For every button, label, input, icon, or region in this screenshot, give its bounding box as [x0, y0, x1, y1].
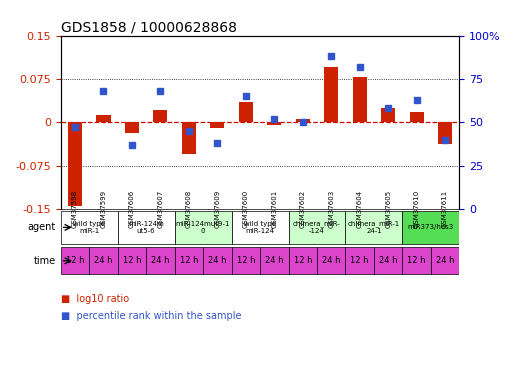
- Text: wild type
miR-1: wild type miR-1: [73, 221, 105, 234]
- Bar: [232, 248, 260, 274]
- Text: GSM37602: GSM37602: [300, 190, 306, 228]
- Text: chimera_miR-
-124: chimera_miR- -124: [293, 220, 341, 234]
- Bar: [374, 248, 402, 274]
- Text: GDS1858 / 10000628868: GDS1858 / 10000628868: [61, 21, 237, 34]
- Bar: [381, 108, 395, 122]
- Bar: [317, 248, 345, 274]
- Text: ■  percentile rank within the sample: ■ percentile rank within the sample: [61, 311, 241, 321]
- Text: miR-124m
ut5-6: miR-124m ut5-6: [128, 221, 164, 234]
- Bar: [175, 211, 232, 244]
- Bar: [239, 102, 253, 122]
- Bar: [267, 122, 281, 125]
- Bar: [153, 110, 167, 122]
- Bar: [345, 211, 402, 244]
- Text: GSM37604: GSM37604: [357, 190, 363, 228]
- Bar: [61, 248, 89, 274]
- Bar: [324, 68, 338, 122]
- Bar: [68, 122, 82, 206]
- Text: GSM37611: GSM37611: [442, 190, 448, 228]
- Text: time: time: [33, 256, 55, 266]
- Bar: [118, 248, 146, 274]
- Bar: [288, 211, 345, 244]
- Bar: [260, 248, 288, 274]
- Text: GSM37610: GSM37610: [413, 190, 420, 228]
- Text: 12 h: 12 h: [180, 256, 198, 265]
- Text: 24 h: 24 h: [151, 256, 169, 265]
- Text: GSM37605: GSM37605: [385, 190, 391, 228]
- Text: 12 h: 12 h: [351, 256, 369, 265]
- Text: 12 h: 12 h: [65, 256, 84, 265]
- Bar: [125, 122, 139, 133]
- Bar: [402, 248, 431, 274]
- Bar: [89, 248, 118, 274]
- Bar: [146, 248, 175, 274]
- Text: 24 h: 24 h: [322, 256, 341, 265]
- Text: GSM37609: GSM37609: [214, 190, 220, 228]
- Text: 24 h: 24 h: [94, 256, 112, 265]
- Bar: [232, 211, 288, 244]
- Text: GSM37598: GSM37598: [72, 190, 78, 228]
- Text: ■  log10 ratio: ■ log10 ratio: [61, 294, 129, 304]
- Text: GSM37603: GSM37603: [328, 190, 334, 228]
- Bar: [345, 248, 374, 274]
- Bar: [175, 248, 203, 274]
- Text: chimera_miR-1
24-1: chimera_miR-1 24-1: [348, 220, 400, 234]
- Text: 24 h: 24 h: [436, 256, 455, 265]
- Text: 24 h: 24 h: [379, 256, 398, 265]
- Bar: [431, 248, 459, 274]
- Bar: [182, 122, 196, 154]
- Text: 24 h: 24 h: [208, 256, 227, 265]
- Bar: [96, 115, 110, 122]
- Text: wild type
miR-124: wild type miR-124: [244, 221, 276, 234]
- Text: GSM37600: GSM37600: [243, 190, 249, 228]
- Text: 12 h: 12 h: [408, 256, 426, 265]
- Text: GSM37608: GSM37608: [186, 190, 192, 228]
- Bar: [353, 77, 367, 122]
- Bar: [118, 211, 175, 244]
- Text: miR373/hes3: miR373/hes3: [408, 224, 454, 230]
- Bar: [410, 112, 424, 122]
- Text: GSM37599: GSM37599: [100, 190, 107, 228]
- Bar: [288, 248, 317, 274]
- Text: GSM37601: GSM37601: [271, 190, 277, 228]
- Bar: [438, 122, 452, 144]
- Bar: [402, 211, 459, 244]
- Text: 12 h: 12 h: [294, 256, 312, 265]
- Text: agent: agent: [27, 222, 55, 232]
- Bar: [203, 248, 232, 274]
- Text: miR-124mut9-1
0: miR-124mut9-1 0: [176, 221, 230, 234]
- Text: GSM37607: GSM37607: [157, 190, 163, 228]
- Text: 12 h: 12 h: [122, 256, 141, 265]
- Text: GSM37606: GSM37606: [129, 190, 135, 228]
- Text: 24 h: 24 h: [265, 256, 284, 265]
- Bar: [210, 122, 224, 128]
- Text: 12 h: 12 h: [237, 256, 255, 265]
- Bar: [296, 119, 310, 122]
- Bar: [61, 211, 118, 244]
